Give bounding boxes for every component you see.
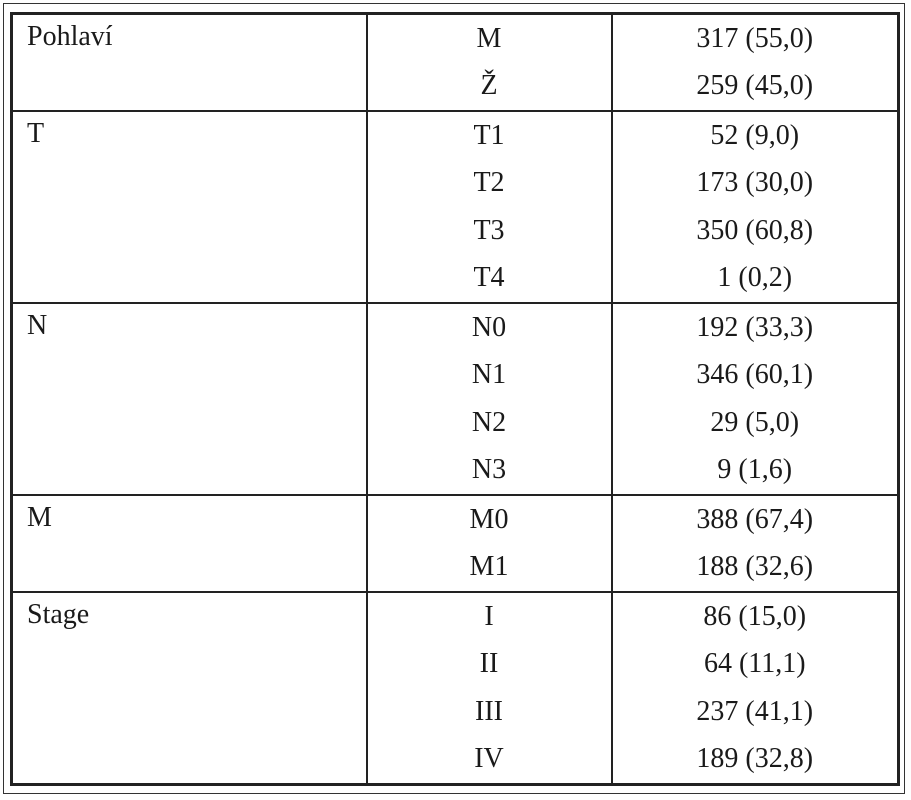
group-label: M [11,493,368,592]
category: II [366,640,613,688]
category: Ž [366,62,613,112]
count-percent: 64 (11,1) [703,648,806,680]
category: T4 [366,254,613,303]
table-row: T T1 52 (9,0) [11,110,899,303]
table-row: N1 346 (60,1) [12,351,899,399]
category: T1 [366,110,613,160]
category: I [366,590,613,641]
table-row: IV 189 (32,8) [12,735,899,785]
table-row: T2 173 (30,0) [12,159,899,208]
count-percent: 388 (67,4) [611,493,899,544]
category: IV [366,735,613,785]
group-label: Pohlaví [11,12,368,112]
category: T3 [366,207,613,255]
table-row: N2 29 (5,0) [12,398,899,447]
category: M1 [366,543,613,592]
count-percent: 9 (1,6) [717,454,793,486]
table-row: III 237 (41,1) [12,687,899,736]
count-percent: 317 (55,0) [611,12,899,63]
table-row: T3 350 (60,8) [12,207,899,255]
table-row: M1 188 (32,6) [12,543,899,592]
count-percent: 188 (32,6) [696,551,814,583]
count-percent: 52 (9,0) [611,110,899,160]
table-row: Pohlaví M 317 (55,0) [11,12,899,112]
group-label: N [11,301,368,495]
category: M0 [366,493,613,544]
count-percent: 1 (0,2) [717,262,793,294]
table-row: II 64 (11,1) [12,640,899,688]
category: III [366,687,613,736]
count-percent: 189 (32,8) [696,743,814,775]
group-label: T [11,110,368,303]
category: N2 [366,398,613,447]
table-row: N N0 192 (33,3) [11,301,899,495]
table-row: T4 1 (0,2) [12,254,899,303]
table-row: N3 9 (1,6) [12,446,899,495]
table-row: Ž 259 (45,0) [12,62,899,112]
category: N3 [366,446,613,495]
count-percent: 29 (5,0) [710,406,800,438]
count-percent: 237 (41,1) [696,695,814,727]
group-label: Stage [11,590,368,785]
count-percent: 350 (60,8) [696,214,814,246]
table-row: Stage I 86 (15,0) [11,590,899,785]
count-percent: 346 (60,1) [696,359,814,391]
count-percent: 86 (15,0) [611,590,899,641]
data-table: Pohlaví M 317 (55,0) Ž 259 (45,0) T T1 52 (9,0)… [10,12,900,786]
category: N0 [366,301,613,352]
count-percent: 192 (33,3) [611,301,899,352]
category: N1 [366,351,613,399]
category: M [366,12,613,63]
table-row: M M0 388 (67,4) [11,493,899,592]
count-percent: 259 (45,0) [696,70,814,102]
count-percent: 173 (30,0) [696,167,814,199]
category: T2 [366,159,613,208]
outer-frame [3,3,905,794]
